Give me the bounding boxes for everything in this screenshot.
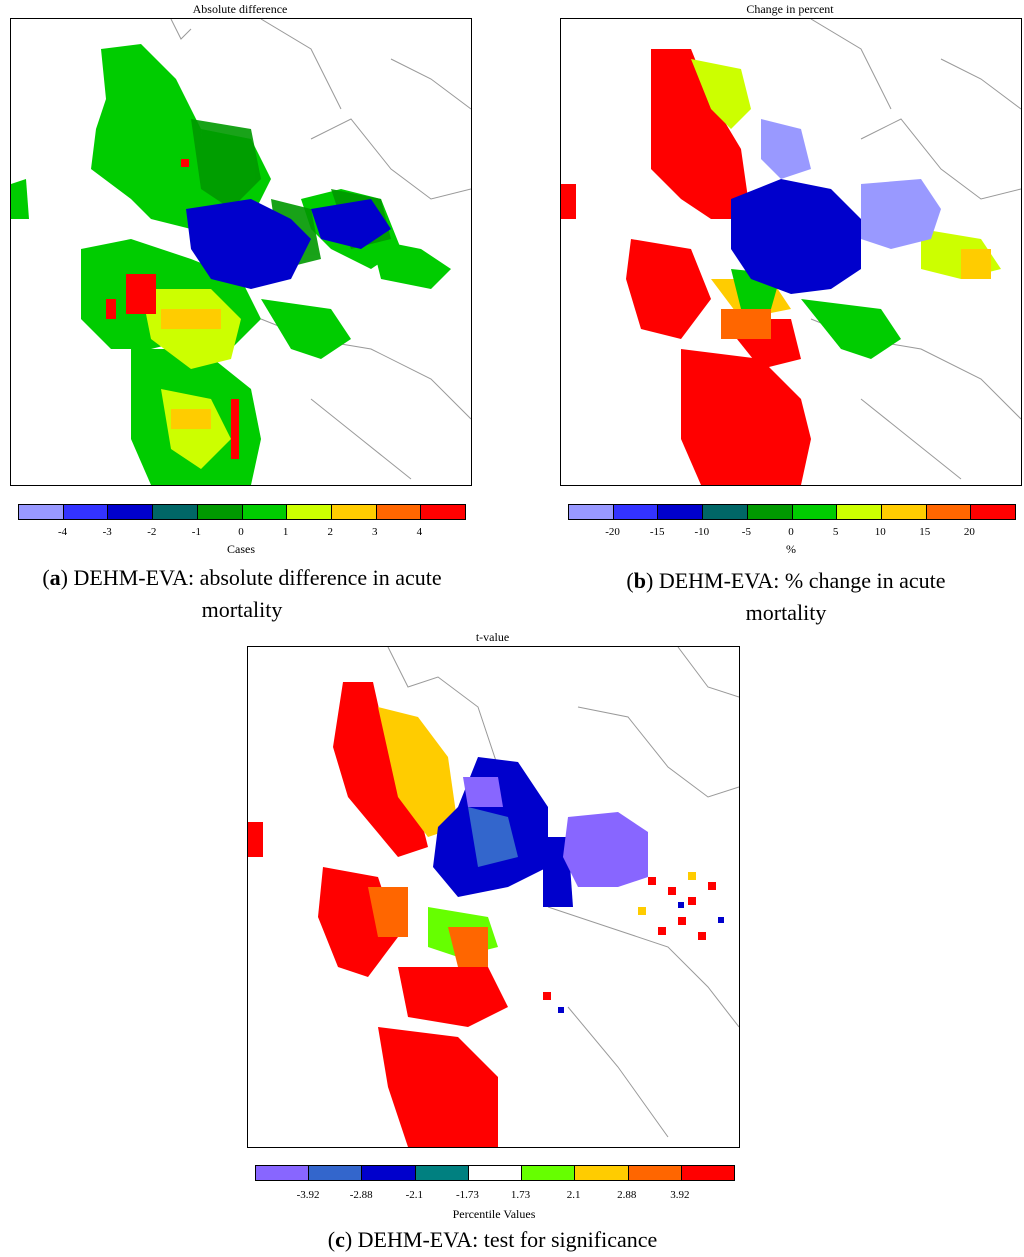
panel-b-caption-line2: mortality [745,600,827,625]
panel-c-caption-line1: ) DEHM-EVA: test for significance [344,1227,658,1252]
colorbar-segment [108,505,154,519]
colorbar-segment [681,1166,734,1180]
panel-a-caption: (a) DEHM-EVA: absolute difference in acu… [42,565,442,622]
colorbar-tick-label: 15 [919,526,931,538]
colorbar-tick-label: -1 [191,526,201,538]
colorbar-segment [926,505,972,519]
colorbar-segment [415,1166,469,1180]
colorbar-tick-label: 2.1 [566,1189,581,1201]
panel-a-colorbar-title: Cases [227,542,255,556]
colorbar-segment [658,505,704,519]
panel-a-caption-line2: mortality [201,597,283,622]
colorbar-segment [468,1166,523,1180]
colorbar-segment [197,505,243,519]
panel-b-colorbar [568,504,1016,520]
panel-b-colorbar-title: % [786,542,796,556]
colorbar-tick-label: 4 [416,526,423,538]
panel-c-title: t-value [475,630,510,644]
panel-c-colorbar-title: Percentile Values [452,1207,536,1221]
colorbar-segment [19,505,64,519]
colorbar-segment [256,1166,310,1180]
colorbar-segment [362,1166,416,1180]
colorbar-segment [747,505,793,519]
colorbar-tick-label: 5 [832,526,839,538]
colorbar-segment [376,505,422,519]
panel-a-map [10,18,472,486]
panel-b-caption-line1: ) DEHM-EVA: % change in acute [646,568,946,593]
colorbar-segment [421,505,466,519]
colorbar-segment [703,505,748,519]
colorbar-tick-label: 2.88 [617,1189,637,1201]
colorbar-tick-label: 20 [963,526,975,538]
colorbar-tick-label: -5 [741,526,751,538]
panel-a-caption-line1: ) DEHM-EVA: absolute difference in acute [60,565,442,590]
colorbar-tick-label: -2.1 [405,1189,424,1201]
colorbar-segment [242,505,288,519]
colorbar-tick-label: -2 [147,526,157,538]
panel-c-colorbar [255,1165,735,1181]
panel-b-map-graphic [561,19,1021,485]
colorbar-segment [522,1166,576,1180]
colorbar-tick-label: 1 [282,526,289,538]
colorbar-tick-label: -15 [649,526,665,538]
colorbar-tick-label: 0 [238,526,244,538]
colorbar-segment [628,1166,682,1180]
colorbar-tick-label: -1.73 [455,1189,479,1201]
panel-c-caption: (c) DEHM-EVA: test for significance [327,1227,658,1252]
colorbar-tick-label: 1.73 [510,1189,531,1201]
panel-b-map [560,18,1022,486]
colorbar-segment [575,1166,629,1180]
colorbar-tick-label: -10 [694,526,710,538]
panel-a-colorbar [18,504,466,520]
colorbar-segment [331,505,377,519]
colorbar-segment [837,505,882,519]
panel-b-caption-letter: b [633,568,646,593]
colorbar-segment [971,505,1016,519]
colorbar-tick-label: -20 [605,526,620,538]
colorbar-tick-label: 0 [788,526,794,538]
panel-a-map-graphic [11,19,471,485]
colorbar-segment [287,505,332,519]
colorbar-segment [63,505,109,519]
colorbar-tick-label: 3.92 [670,1189,690,1201]
panel-a-caption-letter: a [49,565,61,590]
panel-c-map [247,646,740,1148]
colorbar-tick-label: 10 [874,526,886,538]
colorbar-tick-label: 3 [372,526,378,538]
panel-c-caption-letter: c [335,1227,345,1252]
colorbar-segment [153,505,198,519]
panel-c-map-graphic [248,647,739,1147]
colorbar-tick-label: -2.88 [349,1189,373,1201]
panel-b-caption: (b) DEHM-EVA: % change in acute mortalit… [626,568,946,625]
colorbar-tick-label: -3.92 [296,1189,320,1201]
colorbar-segment [309,1166,363,1180]
panel-b-title: Change in percent [746,2,834,16]
colorbar-segment [881,505,927,519]
panel-a-title: Absolute difference [192,2,288,16]
colorbar-tick-label: -4 [58,526,68,538]
colorbar-segment [792,505,838,519]
colorbar-tick-label: -3 [102,526,112,538]
colorbar-tick-label: 2 [327,526,333,538]
colorbar-segment [569,505,614,519]
colorbar-segment [613,505,659,519]
